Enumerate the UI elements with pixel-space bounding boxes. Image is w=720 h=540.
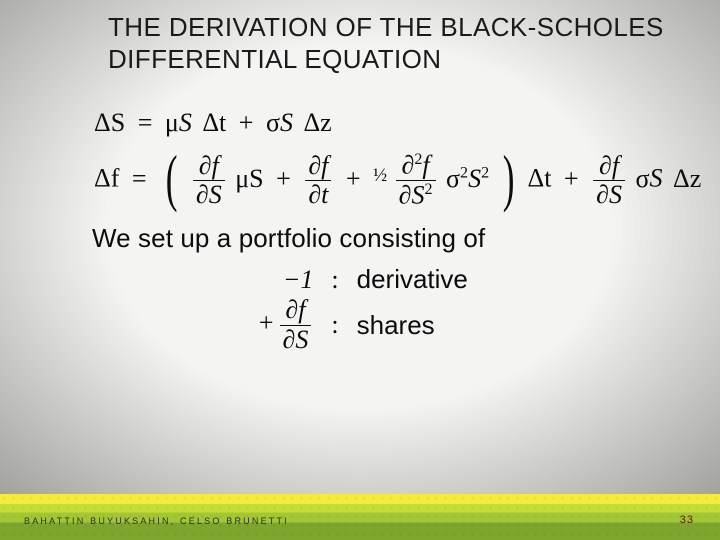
eq1-equals: = bbox=[132, 108, 159, 137]
eq2-f1tail: μS bbox=[233, 164, 263, 193]
eq2-f3den: ∂S bbox=[399, 181, 425, 210]
portfolio-block: −1 : derivative + ∂f ∂S : shares bbox=[90, 264, 630, 353]
eq2-g1den: ∂S bbox=[596, 180, 622, 209]
eq2-s2asup: 2 bbox=[460, 164, 468, 181]
eq2-plus3: + bbox=[558, 164, 585, 193]
content-area: ΔS = μS Δt + σS Δz Δf = ( ∂f ∂S μS + ∂f … bbox=[90, 108, 630, 355]
eq2-g1num: ∂f bbox=[599, 151, 619, 180]
page-title: THE DERIVATION OF THE BLACK-SCHOLES DIFF… bbox=[108, 12, 668, 75]
eq2-frac2: ∂f ∂t bbox=[303, 153, 333, 209]
eq2-sigma2S2: σ2S2 bbox=[444, 164, 489, 193]
eq2-half: ½ bbox=[373, 165, 387, 187]
eq2-f1num: ∂f bbox=[199, 151, 219, 180]
eq2-lparen: ( bbox=[165, 156, 179, 201]
eq2-f3numvar: f bbox=[422, 151, 429, 180]
eq1-lhs: ΔS bbox=[94, 108, 125, 137]
eq2-frac4: ∂f ∂S bbox=[591, 153, 627, 209]
portfolio-colon1: : bbox=[331, 265, 338, 295]
eq1-mu: μ bbox=[165, 108, 179, 137]
eq2-s2b: S bbox=[468, 164, 481, 193]
eq2-plus2: + bbox=[340, 164, 367, 193]
portfolio-row-shares: + ∂f ∂S : shares bbox=[90, 297, 630, 353]
portfolio-plus: + bbox=[259, 308, 278, 337]
eq2-dt: Δt bbox=[527, 164, 551, 193]
eq2-dz: Δz bbox=[669, 164, 701, 193]
eq1-sigma: σ bbox=[266, 108, 280, 137]
page-number: 33 bbox=[680, 514, 694, 526]
eq2-f3densup: 2 bbox=[424, 181, 432, 198]
portfolio-frac-den: ∂S bbox=[283, 325, 309, 354]
portfolio-colon2: : bbox=[331, 310, 338, 340]
portfolio-minus1: −1 bbox=[223, 265, 313, 295]
eq2-gtail-S: S bbox=[649, 164, 662, 193]
eq2-gtail-sigma: σ bbox=[633, 164, 649, 193]
portfolio-shares-label: shares bbox=[357, 310, 497, 341]
eq2-frac1: ∂f ∂S bbox=[191, 153, 227, 209]
slide: THE DERIVATION OF THE BLACK-SCHOLES DIFF… bbox=[0, 0, 720, 540]
eq2-s2bsup: 2 bbox=[481, 164, 489, 181]
setup-text: We set up a portfolio consisting of bbox=[92, 223, 630, 254]
portfolio-derivative-label: derivative bbox=[357, 264, 497, 295]
eq2-equals: = bbox=[126, 164, 153, 193]
eq1-dz: Δz bbox=[299, 108, 331, 137]
eq2-frac3: ∂2f ∂S2 bbox=[394, 152, 438, 209]
eq1-dt: Δt bbox=[198, 108, 226, 137]
eq2-f2num: ∂f bbox=[308, 151, 328, 180]
footer-authors: BAHATTIN BUYUKSAHIN, CELSO BRUNETTI bbox=[24, 516, 289, 526]
portfolio-frac-num: ∂f bbox=[285, 295, 305, 324]
eq1-plus: + bbox=[233, 108, 260, 137]
portfolio-frac: ∂f ∂S bbox=[278, 297, 314, 353]
eq1-S2: S bbox=[280, 108, 293, 137]
eq2-rparen: ) bbox=[501, 156, 515, 201]
equation-1: ΔS = μS Δt + σS Δz bbox=[94, 108, 630, 138]
eq2-lhs: Δf bbox=[94, 164, 119, 193]
eq2-f2den: ∂t bbox=[308, 180, 328, 209]
equation-2: Δf = ( ∂f ∂S μS + ∂f ∂t + ½ ∂2f ∂S2 σ2S2… bbox=[94, 152, 630, 209]
eq1-S1: S bbox=[179, 108, 192, 137]
eq2-f3num: ∂ bbox=[401, 151, 414, 180]
eq2-s2a: σ bbox=[446, 164, 460, 193]
eq2-f1den: ∂S bbox=[196, 180, 222, 209]
eq2-plus1: + bbox=[270, 164, 297, 193]
portfolio-plus-frac: + ∂f ∂S bbox=[223, 297, 313, 353]
portfolio-row-derivative: −1 : derivative bbox=[90, 264, 630, 295]
eq2-f1tail-text: μS bbox=[235, 164, 263, 193]
